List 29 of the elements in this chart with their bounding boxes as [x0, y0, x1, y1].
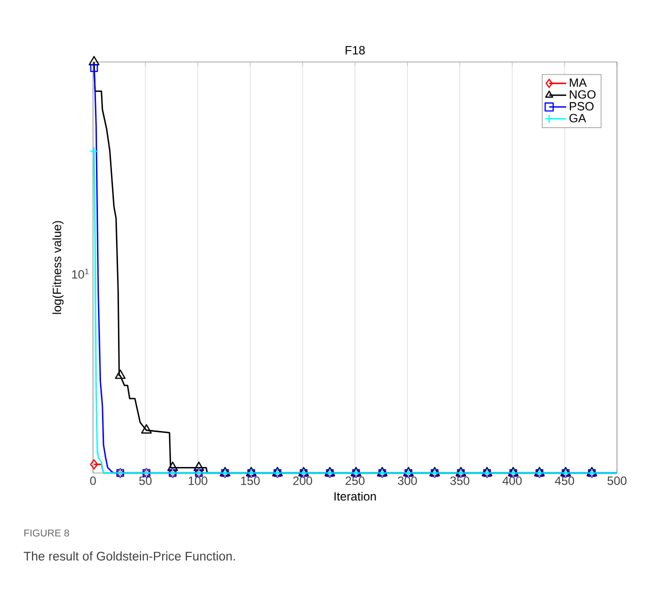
- x-axis-title: Iteration: [334, 492, 376, 501]
- caption: FIGURE 8: [24, 529, 70, 537]
- legend-label: MA: [570, 78, 587, 87]
- point: [89, 146, 99, 156]
- x-tick-label: 0: [90, 476, 96, 485]
- point: [194, 462, 204, 471]
- y-axis-title: log(Fitness value): [52, 221, 64, 314]
- point: [141, 424, 152, 434]
- x-tick-label: 350: [450, 476, 470, 485]
- x-tick-label: 500: [608, 476, 627, 485]
- point: [114, 370, 126, 379]
- x-tick-label: 200: [293, 476, 312, 485]
- point: [90, 459, 98, 470]
- chart-title: F18: [346, 46, 365, 54]
- x-tick-label: 50: [139, 476, 152, 485]
- text: 10$^{1}$: [72, 268, 89, 279]
- point: [90, 64, 98, 72]
- legend-label: NGO: [570, 90, 596, 99]
- x-tick-label: 250: [346, 476, 365, 485]
- x-tick-label: 400: [502, 476, 522, 485]
- point: [88, 56, 100, 66]
- point: [167, 462, 178, 471]
- x-tick-label: 450: [554, 476, 574, 485]
- x-tick-label: 150: [241, 476, 260, 485]
- x-tick-label: 300: [398, 476, 417, 485]
- legend-label: GA: [569, 114, 586, 122]
- x-tick-label: 100: [188, 476, 208, 485]
- text: The result of Goldstein-Price Function.: [24, 551, 235, 561]
- legend-label: PSO: [570, 102, 594, 111]
